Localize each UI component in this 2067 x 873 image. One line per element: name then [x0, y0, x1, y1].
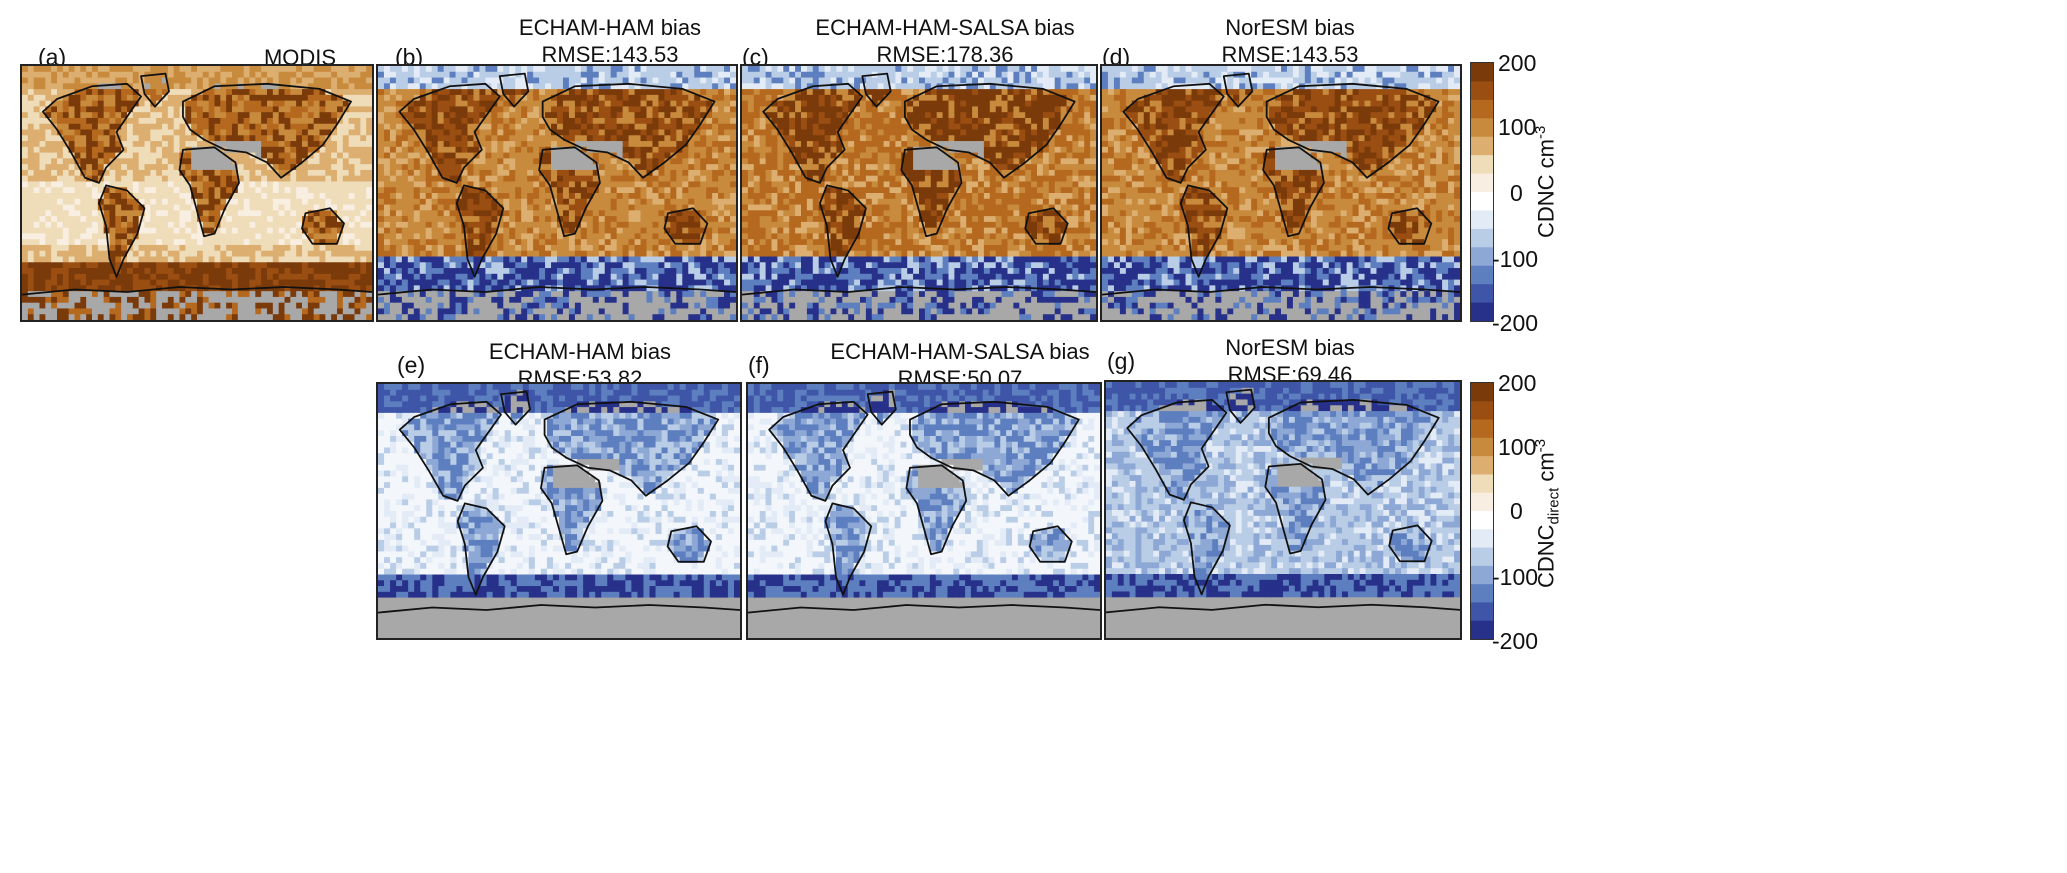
coastline — [900, 146, 963, 238]
coastline — [541, 82, 716, 179]
coastline — [1222, 72, 1254, 108]
rmse-label: RMSE:143.53 — [541, 42, 679, 67]
panel-title-line: ECHAM-HAM bias — [518, 15, 702, 40]
colorbar-tick: -200 — [1492, 310, 1539, 336]
coastline — [1225, 388, 1256, 424]
panel-title: ECHAM-HAM bias RMSE:143.53 — [450, 14, 770, 68]
coastline — [663, 207, 709, 245]
coastline — [538, 146, 601, 238]
panel-title-line: ECHAM-HAM-SALSA bias — [815, 15, 1075, 40]
coastline — [540, 464, 604, 556]
map-modis — [20, 64, 374, 322]
panel-title-line: ECHAM-HAM-SALSA bias — [830, 339, 1090, 364]
panel-title-line: NorESM bias — [1225, 15, 1355, 40]
colorbar-tick: 100 — [1498, 434, 1537, 460]
coastline — [742, 286, 1096, 296]
map-noresm-bias-direct — [1104, 380, 1462, 640]
colorbar-tick: 200 — [1498, 370, 1537, 396]
coastline — [909, 400, 1080, 497]
coastline — [378, 286, 736, 296]
colorbar-tick: -200 — [1492, 628, 1539, 654]
panel-letter: (e) — [397, 352, 426, 378]
colorbar-label: CDNCdirect cm-3 — [1532, 438, 1563, 588]
coastline — [182, 82, 352, 179]
coastline — [861, 72, 892, 108]
coastline — [140, 72, 170, 108]
coastline — [398, 82, 501, 184]
colorbar-scale — [1470, 62, 1494, 322]
coastline — [301, 207, 345, 245]
panel-title-line: NorESM bias — [1225, 335, 1355, 360]
map-echam-ham-salsa-bias-direct — [746, 382, 1102, 640]
map-echam-ham-salsa-bias — [740, 64, 1098, 322]
colorbar-tick: 0 — [1510, 180, 1523, 206]
coastline — [1179, 184, 1229, 278]
coastline — [500, 390, 531, 426]
coastline — [1183, 501, 1231, 596]
coastline — [1126, 399, 1228, 501]
coastline — [1267, 399, 1440, 496]
coastline — [98, 184, 146, 278]
coastline — [22, 286, 372, 296]
rmse-label: RMSE:178.36 — [876, 42, 1014, 67]
panel-letter: (f) — [748, 352, 770, 378]
colorbar-tick: -100 — [1492, 246, 1539, 272]
coastline — [905, 464, 968, 556]
coastline — [666, 525, 712, 563]
coastline — [903, 82, 1076, 179]
coastline — [1262, 146, 1325, 238]
map-echam-ham-bias — [376, 64, 738, 322]
map-noresm-bias — [1100, 64, 1462, 322]
coastline — [768, 400, 869, 502]
panel-title: ECHAM-HAM-SALSA bias RMSE:178.36 — [775, 14, 1115, 68]
rmse-label: RMSE:143.53 — [1221, 42, 1359, 67]
coastline — [762, 82, 864, 184]
colorbar-scale — [1470, 382, 1494, 640]
coastline — [1388, 524, 1433, 563]
coastline — [748, 604, 1100, 614]
coastline — [866, 390, 897, 426]
coastline — [1265, 82, 1440, 179]
coastline — [498, 72, 530, 108]
coastline — [1028, 525, 1073, 563]
coastline — [819, 184, 867, 278]
colorbar-tick: 100 — [1498, 114, 1537, 140]
colorbar-tick: 0 — [1510, 498, 1523, 524]
coastline — [1102, 286, 1460, 296]
coastline — [456, 502, 506, 596]
panel-title-line: ECHAM-HAM bias — [488, 339, 672, 364]
coastline — [455, 184, 505, 278]
coastline — [1387, 207, 1433, 245]
map-echam-ham-bias-direct — [376, 382, 742, 640]
coastline — [543, 400, 720, 497]
colorbar-label: CDNC cm-3 — [1532, 125, 1559, 238]
coastline — [1106, 603, 1460, 614]
panel-title: NorESM bias RMSE:143.53 — [1170, 14, 1410, 68]
coastline — [824, 502, 873, 596]
panel-letter: (g) — [1107, 348, 1136, 374]
panel-title: NorESM bias RMSE:69.46 — [1170, 334, 1410, 388]
coastline — [42, 82, 142, 184]
coastline — [398, 400, 502, 502]
coastline — [178, 146, 240, 238]
colorbar-tick: 200 — [1498, 50, 1537, 76]
coastline — [378, 604, 740, 614]
coastline — [1024, 207, 1069, 245]
coastline — [1264, 463, 1327, 555]
coastline — [1122, 82, 1225, 184]
colorbar-tick: -100 — [1492, 564, 1539, 590]
